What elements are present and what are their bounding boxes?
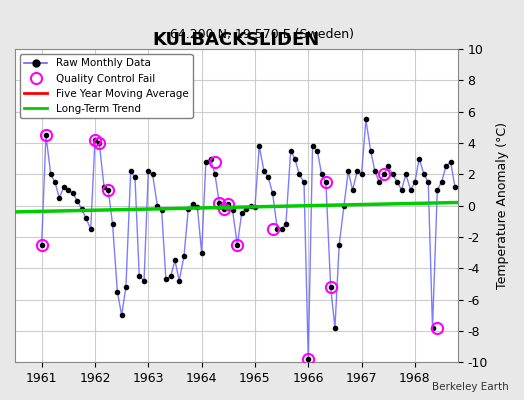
Text: 64.200 N, 19.570 E (Sweden): 64.200 N, 19.570 E (Sweden): [170, 28, 354, 41]
Title: KULBACKSLIDEN: KULBACKSLIDEN: [152, 31, 320, 49]
Y-axis label: Temperature Anomaly (°C): Temperature Anomaly (°C): [496, 122, 509, 289]
Text: Berkeley Earth: Berkeley Earth: [432, 382, 508, 392]
Legend: Raw Monthly Data, Quality Control Fail, Five Year Moving Average, Long-Term Tren: Raw Monthly Data, Quality Control Fail, …: [20, 54, 192, 118]
